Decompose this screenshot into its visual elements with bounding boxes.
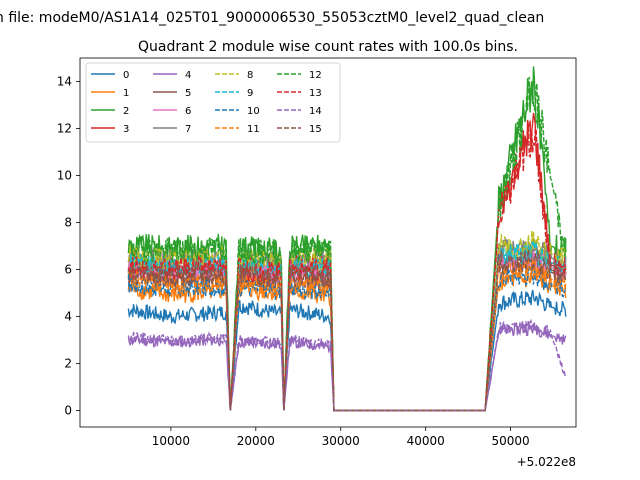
y-tick-label: 0 [64,404,72,418]
y-tick-label: 4 [64,310,72,324]
legend-label-12: 12 [309,70,322,81]
y-axis: 0 2 4 6 8 10 12 14 [57,75,80,418]
legend-label-2: 2 [123,106,129,117]
axes-frame [79,57,577,428]
series-line-14 [128,318,567,412]
legend-label-14: 14 [309,106,322,117]
series-line-0 [127,289,567,412]
legend-label-10: 10 [247,106,260,117]
series-lines [127,66,567,412]
x-offset-label: +5.022e8 [517,455,576,469]
y-tick-label: 8 [64,216,72,230]
y-tick-label: 10 [57,169,72,183]
y-tick-label: 14 [57,75,72,89]
x-axis: 10000 20000 30000 40000 50000 [152,427,530,448]
legend-label-5: 5 [185,88,191,99]
legend-label-1: 1 [123,88,129,99]
x-tick-label: 20000 [237,434,275,448]
y-tick-label: 2 [64,357,72,371]
y-tick-label: 12 [57,122,72,136]
chart-title: Quadrant 2 module wise count rates with … [138,39,518,55]
legend-label-8: 8 [247,70,253,81]
x-tick-label: 40000 [407,434,445,448]
x-tick-label: 10000 [152,434,190,448]
legend-label-9: 9 [247,88,253,99]
y-tick-label: 6 [64,263,72,277]
legend-label-15: 15 [309,124,322,135]
legend-label-0: 0 [123,70,129,81]
legend-label-6: 6 [185,106,191,117]
figure-suptitle: n file: modeM0/AS1A14_025T01_9000006530_… [0,10,544,26]
legend-label-4: 4 [185,70,191,81]
legend-frame [85,62,341,143]
x-tick-label: 30000 [322,434,360,448]
legend-label-13: 13 [309,88,322,99]
legend-label-7: 7 [185,124,191,135]
x-tick-label: 50000 [492,434,530,448]
series-line-15 [127,249,567,412]
legend-label-11: 11 [247,124,260,135]
legend-label-3: 3 [123,124,129,135]
